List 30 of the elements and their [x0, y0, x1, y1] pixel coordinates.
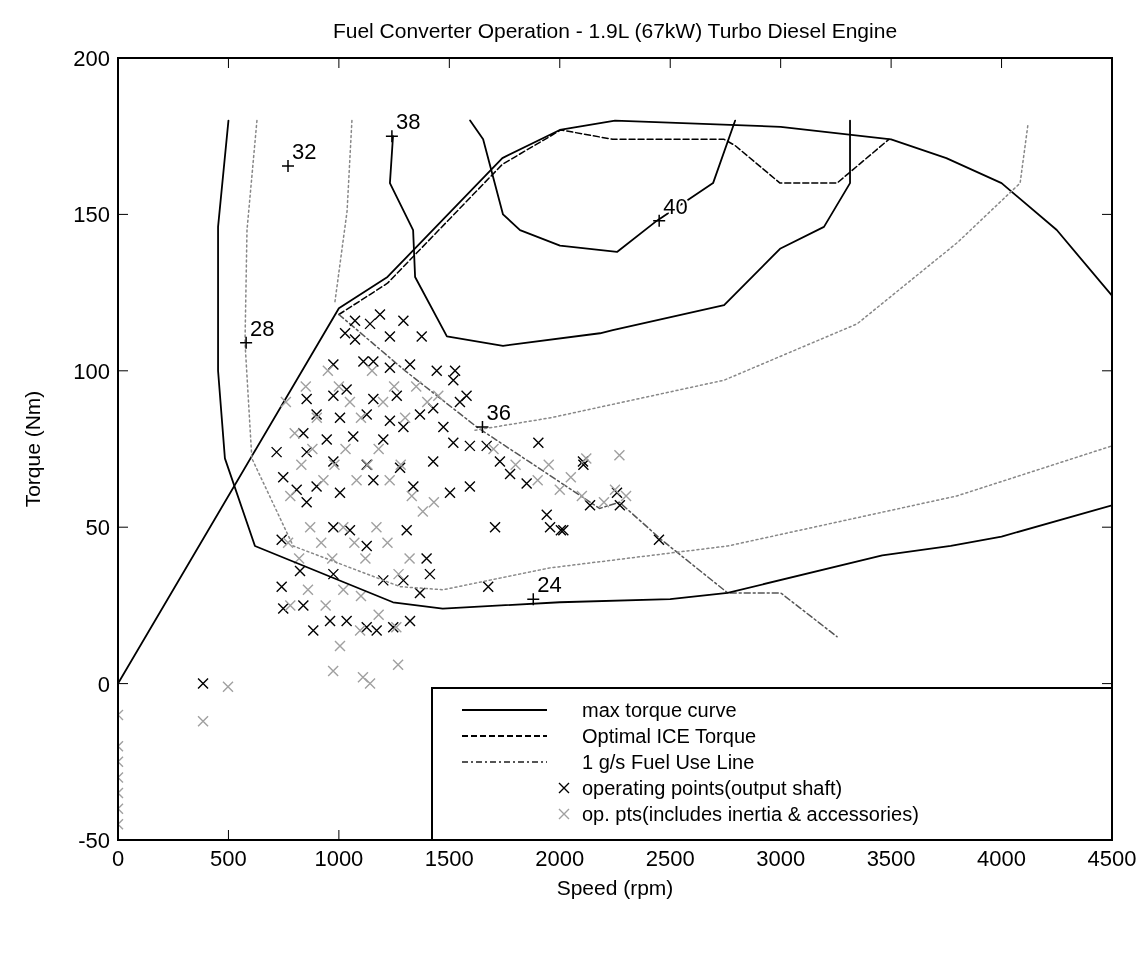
x-tick-label: 4500 — [1087, 846, 1137, 871]
x-tick-label: 1000 — [314, 846, 364, 871]
chart-title: Fuel Converter Operation - 1.9L (67kW) Turbo Diesel Engine — [332, 19, 898, 42]
x-tick-label: 3500 — [866, 846, 916, 871]
x-tick-label: 2000 — [535, 846, 585, 871]
legend-label: operating points(output shaft) — [582, 777, 843, 799]
legend-label: Optimal ICE Torque — [582, 725, 757, 747]
annotation: 28 — [250, 315, 275, 341]
x-tick-label: 1500 — [424, 846, 474, 871]
y-tick-label: 100 — [73, 358, 110, 384]
line-series — [338, 313, 838, 638]
y-axis-title: Torque (Nm) — [21, 390, 44, 508]
annotation: 24 — [537, 572, 562, 598]
y-tick-label: -50 — [78, 828, 110, 853]
annotation: 38 — [395, 109, 421, 135]
x-tick-label: 3000 — [756, 846, 806, 871]
x-axis-title: Speed (rpm) — [556, 876, 674, 899]
annotation: 32 — [292, 139, 317, 164]
x-tick-label: 500 — [210, 846, 247, 871]
x-tick-label: 2500 — [645, 846, 695, 871]
x-tick-label: 4000 — [977, 846, 1027, 871]
annotation: 36 — [486, 400, 511, 426]
y-tick-label: 50 — [85, 515, 110, 541]
y-tick-label: 150 — [73, 202, 110, 228]
legend-label: 1 g/s Fuel Use Line — [582, 751, 755, 773]
legend-label: op. pts(includes inertia & accessories) — [582, 803, 919, 825]
y-tick-label: 200 — [73, 46, 110, 71]
legend-label: max torque curve — [582, 699, 737, 721]
y-tick-label: 0 — [97, 671, 110, 697]
line-series — [474, 122, 1029, 431]
